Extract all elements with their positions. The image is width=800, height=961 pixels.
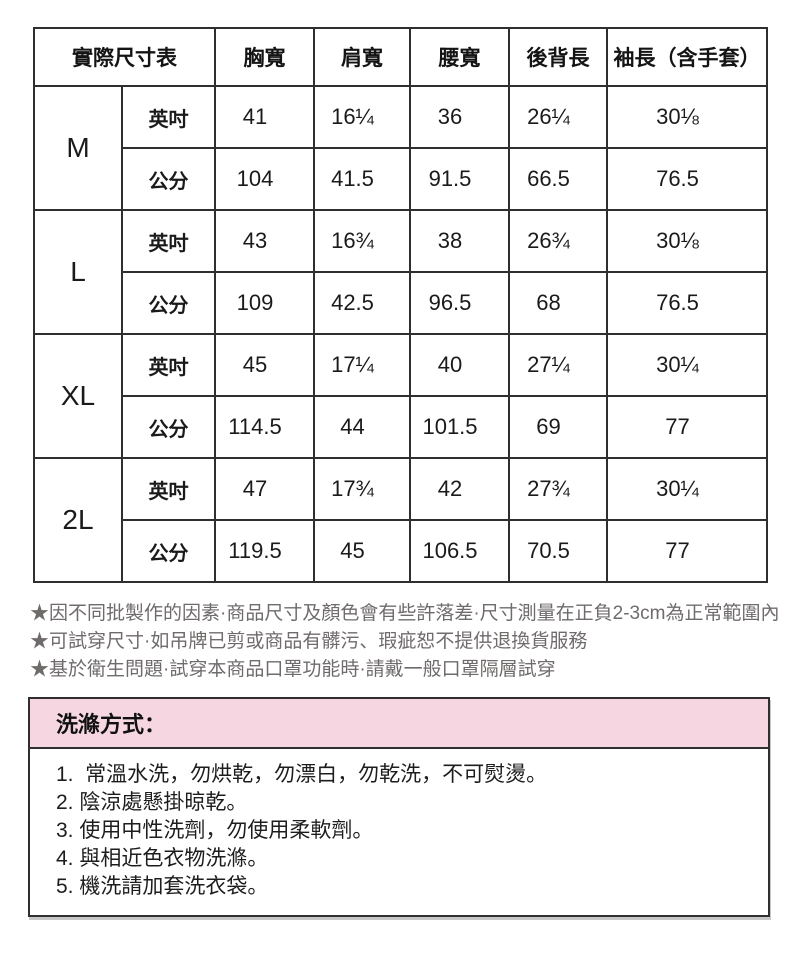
value-cell: 69 bbox=[508, 395, 608, 459]
value-cell: 68 bbox=[508, 271, 608, 335]
value-cell: 109 bbox=[214, 271, 315, 335]
value-cell: 26¼ bbox=[508, 85, 608, 149]
value-cell: 16¼ bbox=[313, 85, 411, 149]
value-cell: 47 bbox=[214, 457, 315, 521]
table-header-row: 實際尺寸表 胸寬 肩寬 腰寬 後背長 袖長（含手套） bbox=[33, 27, 768, 87]
wash-instruction: 1. 常溫水洗，勿烘乾，勿漂白，勿乾洗，不可熨燙。 bbox=[56, 763, 548, 786]
value-cell: 16¾ bbox=[313, 209, 411, 273]
value-cell: 30⅛ bbox=[606, 85, 768, 149]
table-row: 公分 109 42.5 96.5 68 76.5 bbox=[34, 271, 768, 335]
value-cell: 30¼ bbox=[606, 457, 768, 521]
value-cell: 27¾ bbox=[508, 457, 608, 521]
unit-label-cm: 公分 bbox=[121, 271, 216, 335]
value-cell: 41 bbox=[214, 85, 315, 149]
unit-label-inch: 英吋 bbox=[121, 209, 216, 273]
unit-label-inch: 英吋 bbox=[121, 333, 216, 397]
value-cell: 77 bbox=[606, 395, 768, 459]
table-row: 公分 119.5 45 106.5 70.5 77 bbox=[34, 519, 768, 583]
size-table: 實際尺寸表 胸寬 肩寬 腰寬 後背長 袖長（含手套） M 英吋 41 16¼ 3… bbox=[33, 27, 768, 583]
value-cell: 114.5 bbox=[214, 395, 315, 459]
unit-label-inch: 英吋 bbox=[121, 85, 216, 149]
table-row: 公分 104 41.5 91.5 66.5 76.5 bbox=[34, 147, 768, 211]
value-cell: 76.5 bbox=[606, 271, 768, 335]
note-line: ★因不同批製作的因素·商品尺寸及顏色會有些許落差·尺寸測量在正負2-3cm為正常… bbox=[30, 603, 780, 624]
size-label-xl: XL bbox=[33, 333, 123, 459]
value-cell: 106.5 bbox=[409, 519, 510, 583]
column-header-waist: 腰寬 bbox=[409, 27, 510, 87]
value-cell: 70.5 bbox=[508, 519, 608, 583]
size-label-l: L bbox=[33, 209, 123, 335]
note-line: ★可試穿尺寸·如吊牌已剪或商品有髒污、瑕疵恕不提供退換貨服務 bbox=[30, 631, 588, 652]
table-row: 2L 英吋 47 17¾ 42 27¾ 30¼ bbox=[33, 457, 768, 583]
washing-instructions-title: 洗滌方式： bbox=[30, 699, 768, 749]
value-cell: 42.5 bbox=[313, 271, 411, 335]
unit-label-cm: 公分 bbox=[121, 519, 216, 583]
value-cell: 45 bbox=[214, 333, 315, 397]
table-row: 公分 114.5 44 101.5 69 77 bbox=[34, 395, 768, 459]
value-cell: 101.5 bbox=[409, 395, 510, 459]
value-cell: 30¼ bbox=[606, 333, 768, 397]
value-cell: 43 bbox=[214, 209, 315, 273]
value-cell: 119.5 bbox=[214, 519, 315, 583]
value-cell: 42 bbox=[409, 457, 510, 521]
value-cell: 17¼ bbox=[313, 333, 411, 397]
washing-instructions-list: 1. 常溫水洗，勿烘乾，勿漂白，勿乾洗，不可熨燙。 2. 陰涼處懸掛晾乾。 3.… bbox=[30, 749, 768, 915]
value-cell: 44 bbox=[313, 395, 411, 459]
product-size-info-page: 實際尺寸表 胸寬 肩寬 腰寬 後背長 袖長（含手套） M 英吋 41 16¼ 3… bbox=[28, 27, 800, 917]
value-cell: 27¼ bbox=[508, 333, 608, 397]
wash-instruction: 5. 機洗請加套洗衣袋。 bbox=[56, 875, 269, 898]
value-cell: 45 bbox=[313, 519, 411, 583]
unit-label-cm: 公分 bbox=[121, 147, 216, 211]
value-cell: 76.5 bbox=[606, 147, 768, 211]
value-cell: 40 bbox=[409, 333, 510, 397]
value-cell: 104 bbox=[214, 147, 315, 211]
size-label-2l: 2L bbox=[33, 457, 123, 583]
unit-label-cm: 公分 bbox=[121, 395, 216, 459]
value-cell: 77 bbox=[606, 519, 768, 583]
value-cell: 41.5 bbox=[313, 147, 411, 211]
size-table-title: 實際尺寸表 bbox=[33, 27, 216, 87]
value-cell: 17¾ bbox=[313, 457, 411, 521]
wash-instruction: 2. 陰涼處懸掛晾乾。 bbox=[56, 791, 248, 814]
value-cell: 38 bbox=[409, 209, 510, 273]
unit-label-inch: 英吋 bbox=[121, 457, 216, 521]
value-cell: 96.5 bbox=[409, 271, 510, 335]
value-cell: 36 bbox=[409, 85, 510, 149]
wash-instruction: 4. 與相近色衣物洗滌。 bbox=[56, 847, 269, 870]
washing-instructions-box: 洗滌方式： 1. 常溫水洗，勿烘乾，勿漂白，勿乾洗，不可熨燙。 2. 陰涼處懸掛… bbox=[28, 697, 770, 917]
column-header-sleeve-length: 袖長（含手套） bbox=[606, 27, 768, 87]
column-header-shoulder: 肩寬 bbox=[313, 27, 411, 87]
wash-instruction: 3. 使用中性洗劑，勿使用柔軟劑。 bbox=[56, 819, 374, 842]
value-cell: 30⅛ bbox=[606, 209, 768, 273]
value-cell: 66.5 bbox=[508, 147, 608, 211]
column-header-chest: 胸寬 bbox=[214, 27, 315, 87]
size-label-m: M bbox=[33, 85, 123, 211]
value-cell: 26¾ bbox=[508, 209, 608, 273]
table-row: XL 英吋 45 17¼ 40 27¼ 30¼ bbox=[33, 333, 768, 459]
column-header-back-length: 後背長 bbox=[508, 27, 608, 87]
disclaimer-notes: ★因不同批製作的因素·商品尺寸及顏色會有些許落差·尺寸測量在正負2-3cm為正常… bbox=[30, 600, 800, 684]
note-line: ★基於衛生問題·試穿本商品口罩功能時·請戴一般口罩隔層試穿 bbox=[30, 659, 556, 680]
table-row: M 英吋 41 16¼ 36 26¼ 30⅛ bbox=[33, 85, 768, 211]
value-cell: 91.5 bbox=[409, 147, 510, 211]
table-row: L 英吋 43 16¾ 38 26¾ 30⅛ bbox=[33, 209, 768, 335]
